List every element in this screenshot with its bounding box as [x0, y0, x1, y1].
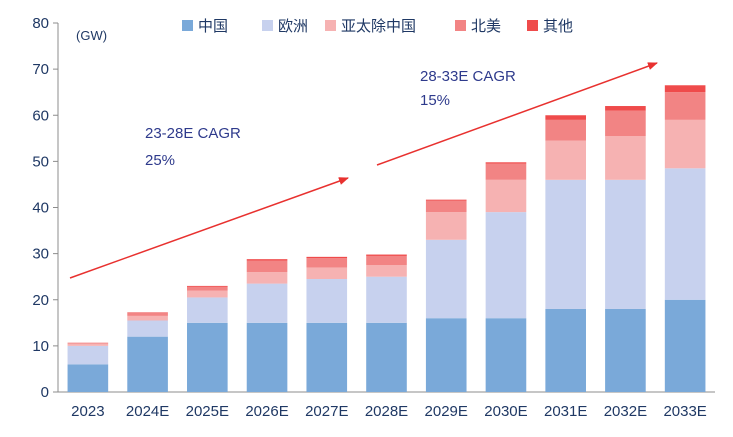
legend: 中国 欧洲 亚太除中国 北美 其他 — [182, 17, 573, 35]
bar-segment — [67, 364, 109, 392]
x-tick-label: 2026E — [245, 403, 288, 420]
legend-swatch — [527, 20, 538, 31]
legend-label: 中国 — [198, 17, 228, 35]
bar-segment — [127, 315, 168, 321]
bar-segment — [485, 162, 527, 164]
x-tick-label: 2029E — [425, 403, 468, 420]
y-tick-label: 80 — [32, 15, 49, 32]
bar-segment — [425, 212, 467, 240]
bar-segment — [664, 168, 706, 300]
legend-swatch — [325, 20, 336, 31]
bar-segment — [366, 322, 407, 392]
bar-segment — [366, 254, 407, 256]
bar-segment — [425, 239, 467, 319]
cagr-annotation-2-title: 28-33E CAGR — [420, 68, 516, 85]
x-tick-label: 2031E — [544, 403, 587, 420]
legend-swatch — [182, 20, 193, 31]
bar-segment — [246, 260, 288, 273]
legend-label: 其他 — [543, 17, 573, 35]
bar-segment — [485, 163, 527, 180]
bar-segment — [67, 345, 109, 365]
bar-segment — [306, 256, 348, 259]
y-tick-label: 20 — [32, 292, 49, 309]
bar-segment — [187, 290, 228, 298]
bar-segment — [127, 312, 168, 316]
cagr-annotation-1-value: 25% — [145, 152, 175, 169]
trend-arrow-1 — [69, 177, 349, 279]
bar-segment — [605, 110, 646, 137]
bar-segment — [485, 212, 527, 319]
bar-segment — [605, 106, 646, 111]
bar-segment — [485, 318, 527, 392]
bar-segment — [187, 297, 228, 323]
x-tick-label: 2028E — [365, 403, 408, 420]
trend-arrow-2 — [376, 62, 658, 166]
bar-segment — [545, 308, 586, 392]
bar-segment — [187, 322, 228, 392]
bar-segment — [306, 267, 348, 279]
y-tick-label: 60 — [32, 107, 49, 124]
bar-segment — [306, 258, 348, 268]
bar-segment — [425, 318, 467, 392]
bar-segment — [664, 92, 706, 120]
y-tick-label: 30 — [32, 246, 49, 263]
y-tick-label: 10 — [32, 338, 49, 355]
cagr-annotation-1-title: 23-28E CAGR — [145, 125, 241, 142]
bar-segment — [664, 299, 706, 392]
legend-label: 亚太除中国 — [341, 17, 416, 35]
y-tick-label: 0 — [41, 384, 49, 401]
bar-segment — [366, 265, 407, 277]
bar-segment — [306, 322, 348, 392]
bar-segment — [545, 179, 586, 309]
bar-segment — [545, 119, 586, 141]
bar-segment — [127, 336, 168, 392]
bar-segment — [246, 272, 288, 284]
legend-swatch — [455, 20, 466, 31]
legend-label: 欧洲 — [278, 17, 308, 35]
x-tick-label: 2030E — [484, 403, 527, 420]
x-tick-label: 2025E — [186, 403, 229, 420]
bar-segment — [67, 342, 109, 344]
bar-segment — [605, 308, 646, 392]
bar-segment — [605, 136, 646, 180]
x-tick-label: 2027E — [305, 403, 348, 420]
x-tick-label: 2023 — [71, 403, 104, 420]
bar-segment — [187, 286, 228, 291]
bar-segment — [246, 259, 288, 261]
bar-segment — [67, 343, 109, 346]
y-tick-label: 50 — [32, 153, 49, 170]
bar-segment — [246, 283, 288, 323]
y-axis: 0 10 20 30 40 50 60 70 80 — [32, 15, 59, 401]
bar-segment — [187, 285, 228, 287]
x-tick-label: 2024E — [126, 403, 169, 420]
bar-segment — [545, 115, 586, 120]
legend-swatch — [262, 20, 273, 31]
bar-segment — [366, 255, 407, 266]
bar-segment — [664, 85, 706, 93]
bar-segment — [545, 140, 586, 180]
bar-segment — [425, 200, 467, 213]
bar-segment — [605, 179, 646, 309]
bar-segment — [425, 199, 467, 201]
x-tick-label: 2033E — [663, 403, 706, 420]
y-tick-label: 70 — [32, 61, 49, 78]
unit-label: (GW) — [76, 28, 107, 43]
bar-segment — [664, 119, 706, 169]
bar-segment — [127, 320, 168, 337]
bar-segment — [306, 278, 348, 323]
y-tick-label: 40 — [32, 200, 49, 217]
legend-label: 北美 — [471, 17, 501, 35]
bars — [67, 85, 706, 392]
bar-segment — [485, 179, 527, 213]
bar-segment — [246, 322, 288, 392]
cagr-annotation-2-value: 15% — [420, 92, 450, 109]
x-axis: 2023 2024E 2025E 2026E 2027E 2028E 2029E 2030E 2… — [58, 391, 715, 420]
x-tick-label: 2032E — [604, 403, 647, 420]
bar-segment — [366, 276, 407, 323]
